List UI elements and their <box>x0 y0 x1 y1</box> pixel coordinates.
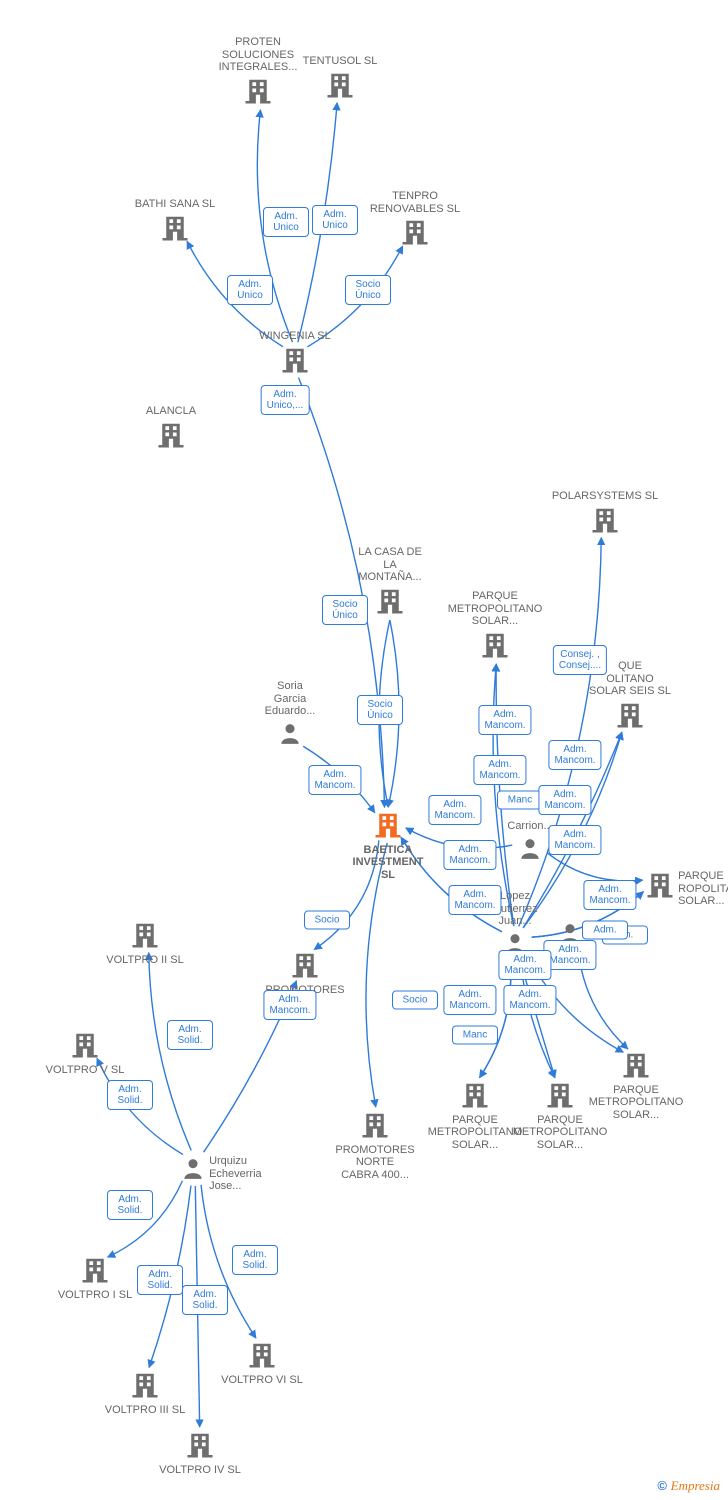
building-icon <box>375 607 405 619</box>
node-voltpro6[interactable]: VOLTPRO VI SL <box>202 1340 322 1388</box>
node-label: PARQUEMETROPOLITANOSOLAR... <box>435 590 555 628</box>
building-icon <box>460 1101 490 1113</box>
watermark: © Empresia <box>657 1478 720 1494</box>
node-label: POLARSYSTEMS SL <box>545 490 665 503</box>
edge-label: Adm.Unico,... <box>261 385 310 415</box>
edge-label: Adm.Solid. <box>167 1020 213 1050</box>
edge-label: Adm.Solid. <box>107 1190 153 1220</box>
building-icon <box>247 1361 277 1373</box>
node-tentusol[interactable]: TENTUSOL SL <box>280 55 400 103</box>
node-pms_top[interactable]: PARQUEMETROPOLITANOSOLAR... <box>435 590 555 664</box>
edge-label: Adm.Mancom. <box>443 985 496 1015</box>
person-icon <box>517 852 543 864</box>
node-pms_r1[interactable]: PARQUEROPOLITANOSOLAR... <box>645 870 728 910</box>
watermark-prefix: © <box>657 1478 667 1493</box>
person-icon <box>180 1172 206 1184</box>
building-icon <box>243 97 273 109</box>
edge-label: SocioÚnico <box>322 595 368 625</box>
building-icon <box>70 1051 100 1063</box>
edge-label: Adm.Solid. <box>232 1245 278 1275</box>
building-icon <box>160 234 190 246</box>
edge-label: Adm.Mancom. <box>263 990 316 1020</box>
building-icon <box>645 891 675 903</box>
node-label: SoriaGarciaEduardo... <box>230 680 350 718</box>
building-icon <box>185 1451 215 1463</box>
building-icon <box>290 971 320 983</box>
edge-label: SocioÚnico <box>345 275 391 305</box>
edge-label: Socio <box>392 991 438 1010</box>
edge-label: Adm.Mancom. <box>443 840 496 870</box>
edge-label: Adm.Mancom. <box>448 885 501 915</box>
edge-label: Adm.Unico <box>263 207 309 237</box>
edge-label: Adm.Mancom. <box>428 795 481 825</box>
edge-label: Adm.Mancom. <box>478 705 531 735</box>
edge <box>149 953 191 1151</box>
building-icon <box>480 651 510 663</box>
node-label: VOLTPRO III SL <box>85 1404 205 1417</box>
edge-label: Adm.Mancom. <box>538 785 591 815</box>
edge-label: Adm.Solid. <box>137 1265 183 1295</box>
node-label: BATHI SANA SL <box>115 198 235 211</box>
node-bathi[interactable]: BATHI SANA SL <box>115 198 235 246</box>
building-icon <box>615 721 645 733</box>
node-urquizu[interactable]: UrquizuEcheverriaJose... <box>180 1155 340 1195</box>
edge-label: Adm.Solid. <box>107 1080 153 1110</box>
node-label: LA CASA DELAMONTAÑA... <box>330 546 450 584</box>
edge-label: Adm.Mancom. <box>548 825 601 855</box>
node-voltpro2[interactable]: VOLTPRO II SL <box>85 920 205 968</box>
node-label: PARQUEROPOLITANOSOLAR... <box>678 870 728 908</box>
edge-label: Adm.Mancom. <box>498 950 551 980</box>
edge-label: Manc <box>452 1026 498 1045</box>
edge-label: Adm.Mancom. <box>308 765 361 795</box>
node-voltpro4[interactable]: VOLTPRO IV SL <box>140 1430 260 1478</box>
node-label: VOLTPRO II SL <box>85 954 205 967</box>
node-label: TENPRORENOVABLES SL <box>355 190 475 215</box>
building-icon <box>130 1391 160 1403</box>
edge-label: Adm.Mancom. <box>548 740 601 770</box>
building-icon <box>130 941 160 953</box>
node-soria[interactable]: SoriaGarciaEduardo... <box>230 680 350 750</box>
building-icon <box>80 1276 110 1288</box>
node-wingenia[interactable]: WINGENIA SL <box>235 330 355 378</box>
node-tenpro[interactable]: TENPRORENOVABLES SL <box>355 190 475 251</box>
node-label: TENTUSOL SL <box>280 55 400 68</box>
edge-label: Adm.Unico <box>227 275 273 305</box>
node-label: VOLTPRO VI SL <box>202 1374 322 1387</box>
person-icon <box>277 737 303 749</box>
edge-label: SocioÚnico <box>357 695 403 725</box>
node-label: UrquizuEcheverriaJose... <box>209 1155 262 1193</box>
node-voltpro3[interactable]: VOLTPRO III SL <box>85 1370 205 1418</box>
building-icon <box>590 526 620 538</box>
node-voltpro5[interactable]: VOLTPRO V SL <box>25 1030 145 1078</box>
node-label: VOLTPRO V SL <box>25 1064 145 1077</box>
edge-label: Adm.Solid. <box>182 1285 228 1315</box>
watermark-brand: Empresia <box>671 1478 720 1493</box>
edge-label: Adm. <box>582 921 628 940</box>
building-icon <box>156 441 186 453</box>
building-icon <box>621 1071 651 1083</box>
building-icon <box>280 366 310 378</box>
building-icon <box>325 91 355 103</box>
building-icon <box>373 831 403 843</box>
edge-label: Manc <box>497 791 543 810</box>
edge-label: Adm.Mancom. <box>503 985 556 1015</box>
building-icon <box>400 238 430 250</box>
building-icon <box>545 1101 575 1113</box>
node-label: WINGENIA SL <box>235 330 355 343</box>
edge-label: Adm.Unico <box>312 205 358 235</box>
node-label: BAETICAINVESTMENTSL <box>328 844 448 882</box>
building-icon <box>360 1131 390 1143</box>
edge-label: Socio <box>304 911 350 930</box>
edge-label: Adm.Mancom. <box>473 755 526 785</box>
node-alancla[interactable]: ALANCLA <box>111 405 231 453</box>
edge-label: Consej. ,Consej.... <box>553 645 607 675</box>
node-polars[interactable]: POLARSYSTEMS SL <box>545 490 665 538</box>
edge-label: Adm.Mancom. <box>583 880 636 910</box>
node-label: ALANCLA <box>111 405 231 418</box>
node-label: VOLTPRO IV SL <box>140 1464 260 1477</box>
